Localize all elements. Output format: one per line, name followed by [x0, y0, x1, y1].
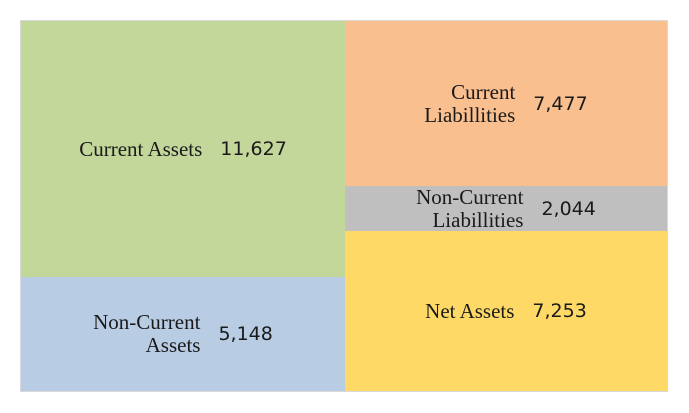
net-assets-block: Net Assets 7,253 [345, 231, 667, 391]
non-current-liabilities-value: 2,044 [541, 197, 596, 220]
non-current-liabilities-label: Non-Current Liabillities [416, 184, 524, 232]
net-assets-value: 7,253 [532, 300, 587, 322]
balance-sheet-chart: Current Assets 11,627 Non-Current Assets… [20, 20, 668, 392]
non-current-assets-block: Non-Current Assets 5,148 [21, 277, 345, 391]
current-liabilities-value: 7,477 [533, 92, 588, 115]
current-assets-value: 11,627 [220, 138, 287, 160]
non-current-assets-label: Non-Current Assets [93, 310, 201, 357]
non-current-liabilities-block: Non-Current Liabillities 2,044 [345, 184, 667, 232]
current-liabilities-block: Current Liabillities 7,477 [345, 21, 667, 186]
net-assets-label: Net Assets [425, 298, 515, 323]
current-assets-label: Current Assets [79, 136, 203, 161]
current-assets-block: Current Assets 11,627 [21, 21, 345, 277]
current-liabilities-label: Current Liabillities [424, 79, 516, 127]
non-current-assets-value: 5,148 [218, 323, 273, 345]
